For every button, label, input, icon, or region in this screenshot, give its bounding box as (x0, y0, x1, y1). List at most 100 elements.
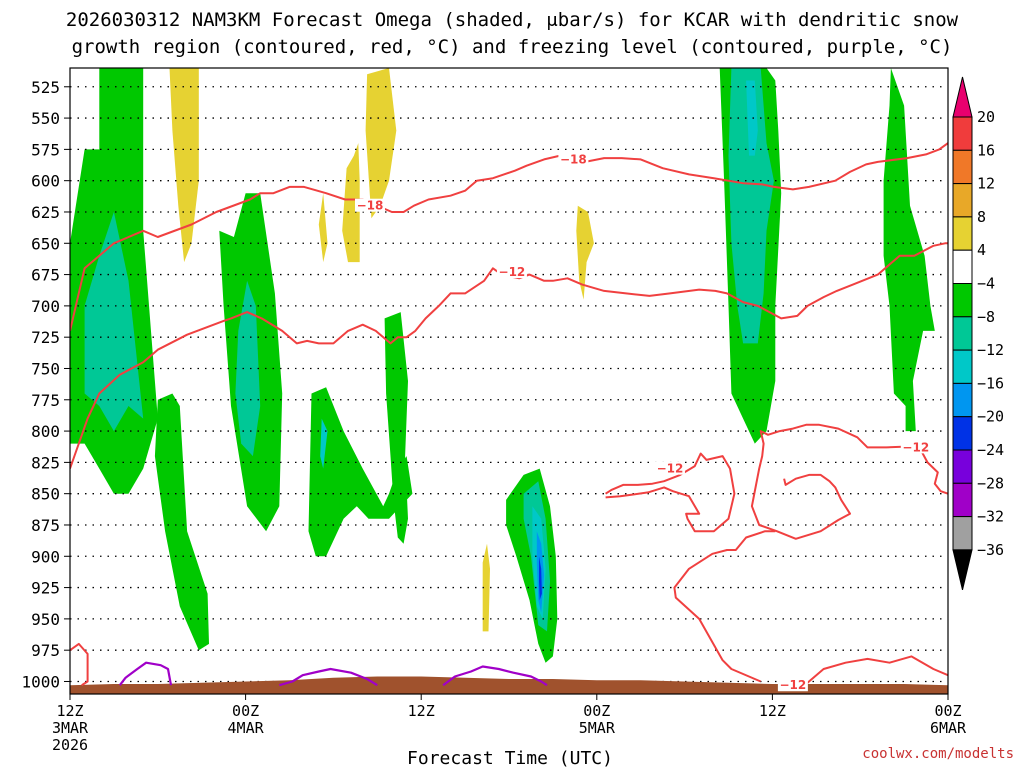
omega-region-11 (384, 312, 408, 544)
colorbar-label-1: 16 (977, 141, 995, 159)
colorbar-bin-6 (952, 283, 973, 318)
colorbar-bin-12 (952, 482, 973, 518)
colorbar-label-2: 12 (977, 175, 995, 193)
x-axis-label: Forecast Time (UTC) (407, 748, 613, 768)
omega-region-17 (539, 556, 542, 601)
dgz-label-bg-5 (777, 678, 808, 692)
credit-text: coolwx.com/modelts (862, 746, 1014, 762)
colorbar-bin-9 (952, 382, 973, 418)
x-tick-label-2-0: 12Z (408, 702, 435, 720)
colorbar-label-11: −28 (977, 474, 1004, 492)
colorbar-label-6: −8 (977, 308, 995, 326)
omega-region-7 (308, 387, 413, 557)
colorbar-bin-4 (952, 216, 973, 251)
colorbar-bin-10 (952, 416, 973, 451)
colorbar-label-8: −16 (977, 374, 1004, 392)
x-tick-label-3-1: 5MAR (579, 719, 616, 737)
colorbar-label-0: 20 (977, 108, 995, 126)
dgz-label-5: −12 (780, 678, 807, 692)
omega-region-1 (84, 212, 144, 432)
dgz-contour-7 (70, 642, 89, 687)
omega-shading (70, 68, 935, 663)
y-axis: 525 550 575 600 625 650 675 700 725 750 775 800 825 8… (21, 78, 70, 691)
dgz-contour-4 (605, 452, 736, 533)
y-tick-label-950: 950 (31, 610, 60, 629)
colorbar-label-4: 4 (977, 241, 986, 259)
y-tick-label-875: 875 (31, 516, 60, 535)
y-tick-label-975: 975 (31, 641, 60, 660)
colorbar-label-7: −12 (977, 341, 1004, 359)
x-tick-label-0-0: 12Z (56, 702, 83, 720)
dgz-label-bg-1 (354, 198, 385, 212)
y-tick-label-575: 575 (31, 140, 60, 159)
x-tick-label-5-1: 6MAR (930, 719, 967, 737)
x-tick-label-4-0: 12Z (759, 702, 786, 720)
x-tick-label-0-1: 3MAR (52, 719, 89, 737)
colorbar-label-3: 8 (977, 208, 986, 226)
dgz-contour-2 (70, 242, 948, 469)
colorbar: 20 16 12 8 4 −4 −8 −12 −16 −20 −24 −28 −32 −36 (952, 76, 1004, 591)
y-tick-label-850: 850 (31, 485, 60, 504)
chart-title-line-1: 2026030312 NAM3KM Forecast Omega (shaded… (66, 9, 959, 31)
colorbar-label-5: −4 (977, 275, 995, 293)
colorbar-bin-2 (952, 149, 973, 185)
freezing-level-contours (118, 661, 548, 687)
y-tick-label-600: 600 (31, 172, 60, 191)
colorbar-bin-1 (952, 116, 973, 151)
dgz-label-2: −12 (499, 265, 526, 279)
y-tick-label-700: 700 (31, 297, 60, 316)
dgz-label-bg-0 (558, 152, 589, 166)
omega-region-20 (728, 68, 774, 344)
colorbar-label-12: −32 (977, 508, 1004, 526)
plot-area (70, 68, 948, 694)
colorbar-bin-3 (952, 183, 973, 218)
freezing-contour-2 (442, 665, 548, 687)
dgz-contour-6 (801, 655, 948, 689)
dgz-label-0: −18 (560, 152, 587, 166)
omega-region-18 (576, 205, 594, 300)
contour-labels: −18 −18 −12 −12 −12 −12 (354, 152, 931, 692)
colorbar-label-10: −24 (977, 441, 1004, 459)
x-tick-label-1-1: 4MAR (228, 719, 265, 737)
colorbar-top-triangle (952, 76, 973, 118)
dgz-label-4: −12 (657, 462, 684, 476)
dgz-label-1: −18 (357, 199, 384, 213)
omega-region-2 (169, 68, 199, 263)
x-tick-label-1-0: 00Z (232, 702, 259, 720)
terrain-area (70, 676, 948, 694)
omega-region-9 (342, 143, 360, 263)
x-tick-label-0-2: 2026 (52, 736, 88, 754)
colorbar-bottom-triangle (952, 549, 973, 591)
dgz-contour-0 (70, 142, 948, 332)
plot-frame (69, 67, 949, 695)
y-tick-label-550: 550 (31, 109, 60, 128)
y-tick-label-675: 675 (31, 266, 60, 285)
freezing-contour-1 (279, 667, 378, 687)
freezing-contour-0 (118, 661, 173, 686)
terrain-fill (70, 676, 948, 694)
colorbar-bin-7 (952, 316, 973, 351)
y-tick-label-650: 650 (31, 234, 60, 253)
omega-region-6 (318, 193, 328, 263)
colorbar-label-13: −36 (977, 541, 1004, 559)
colorbar-label-9: −20 (977, 408, 1004, 426)
x-tick-label-5-0: 00Z (934, 702, 961, 720)
omega-region-5 (235, 280, 261, 457)
y-tick-label-625: 625 (31, 203, 60, 222)
colorbar-bin-13 (952, 516, 973, 551)
y-tick-label-900: 900 (31, 547, 60, 566)
y-tick-label-800: 800 (31, 422, 60, 441)
omega-region-3 (154, 393, 209, 651)
y-tick-label-525: 525 (31, 78, 60, 97)
colorbar-bin-5 (952, 249, 973, 284)
chart-title-line-2: growth region (contoured, red, °C) and f… (72, 36, 953, 58)
dgz-label-bg-3 (900, 440, 931, 454)
x-tick-label-3-0: 00Z (583, 702, 610, 720)
colorbar-bin-8 (952, 349, 973, 384)
omega-region-10 (365, 68, 397, 219)
omega-region-21 (746, 80, 758, 156)
y-tick-label-725: 725 (31, 328, 60, 347)
dgz-label-bg-4 (654, 461, 685, 475)
